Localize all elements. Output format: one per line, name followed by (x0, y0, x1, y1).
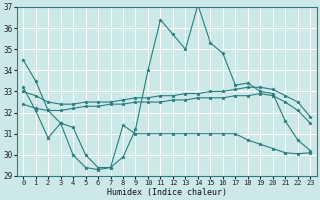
X-axis label: Humidex (Indice chaleur): Humidex (Indice chaleur) (107, 188, 227, 197)
